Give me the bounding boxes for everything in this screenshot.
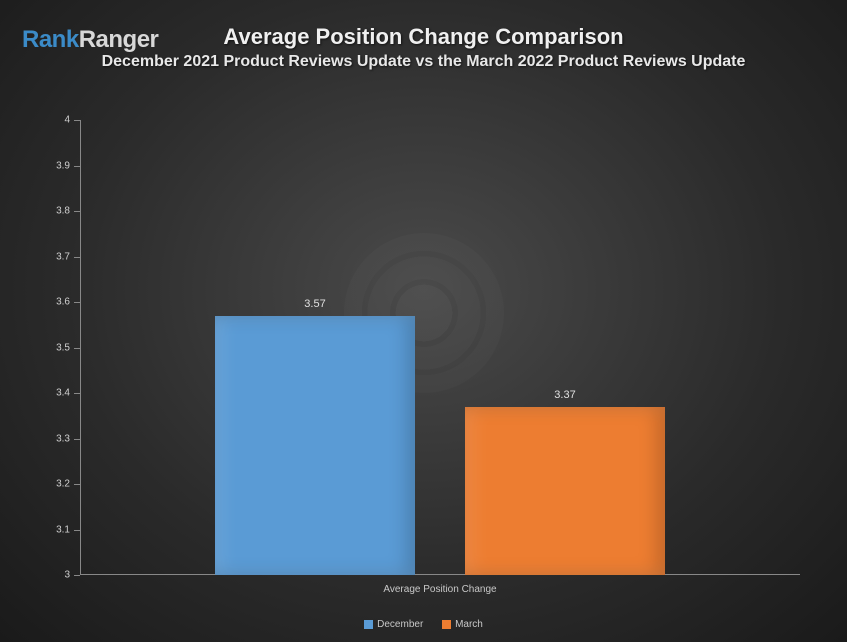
y-tick-label: 3.5 [30,342,70,353]
y-tick-label: 3.3 [30,433,70,444]
chart-plot-area: Average Position Change 33.13.23.33.43.5… [80,120,800,575]
legend-item-march: March [442,619,483,630]
y-tick [74,211,80,212]
legend-label-december: December [377,619,423,630]
y-tick [74,120,80,121]
chart-title: Average Position Change Comparison [0,24,847,50]
bar-value-label: 3.37 [465,389,665,401]
y-tick-label: 3.1 [30,524,70,535]
y-tick [74,575,80,576]
y-tick-label: 3.6 [30,297,70,308]
y-tick [74,302,80,303]
legend-swatch-december [364,620,373,629]
x-axis [80,574,800,575]
y-tick [74,166,80,167]
y-tick [74,530,80,531]
y-tick-label: 3 [30,570,70,581]
bar-march: 3.37 [465,407,665,575]
bar-december: 3.57 [215,316,415,575]
y-tick-label: 3.9 [30,160,70,171]
bar-value-label: 3.57 [215,298,415,310]
y-tick-label: 3.2 [30,479,70,490]
y-tick [74,393,80,394]
legend-item-december: December [364,619,423,630]
legend-label-march: March [455,619,483,630]
y-tick-label: 3.4 [30,388,70,399]
y-tick-label: 3.7 [30,251,70,262]
legend-swatch-march [442,620,451,629]
chart-subtitle: December 2021 Product Reviews Update vs … [0,52,847,73]
y-tick [74,484,80,485]
y-axis [80,120,81,575]
y-tick [74,257,80,258]
y-tick [74,439,80,440]
x-axis-category-label: Average Position Change [80,584,800,595]
y-tick-label: 3.8 [30,206,70,217]
y-tick-label: 4 [30,115,70,126]
legend: December March [0,619,847,630]
y-tick [74,348,80,349]
